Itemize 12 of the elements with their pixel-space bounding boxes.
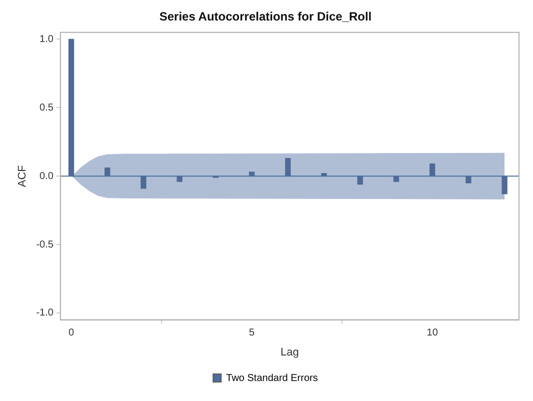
x-tick-label: 10: [426, 328, 438, 339]
y-tick-label: 0.0: [40, 170, 54, 182]
x-axis-title: Lag: [280, 346, 299, 358]
y-tick-label: 0.5: [40, 102, 54, 114]
y-tick-label: -0.5: [36, 239, 54, 250]
y-tick-label: 1.0: [40, 34, 54, 45]
y-axis-title: ACF: [16, 164, 29, 188]
x-tick-label: 0: [68, 328, 74, 339]
x-tick-label: 5: [249, 328, 256, 339]
chart-title: Series Autocorrelations for Dice_Roll: [159, 10, 372, 24]
y-tick-label: -1.0: [36, 308, 54, 319]
legend-label: Two Standard Errors: [226, 372, 318, 384]
